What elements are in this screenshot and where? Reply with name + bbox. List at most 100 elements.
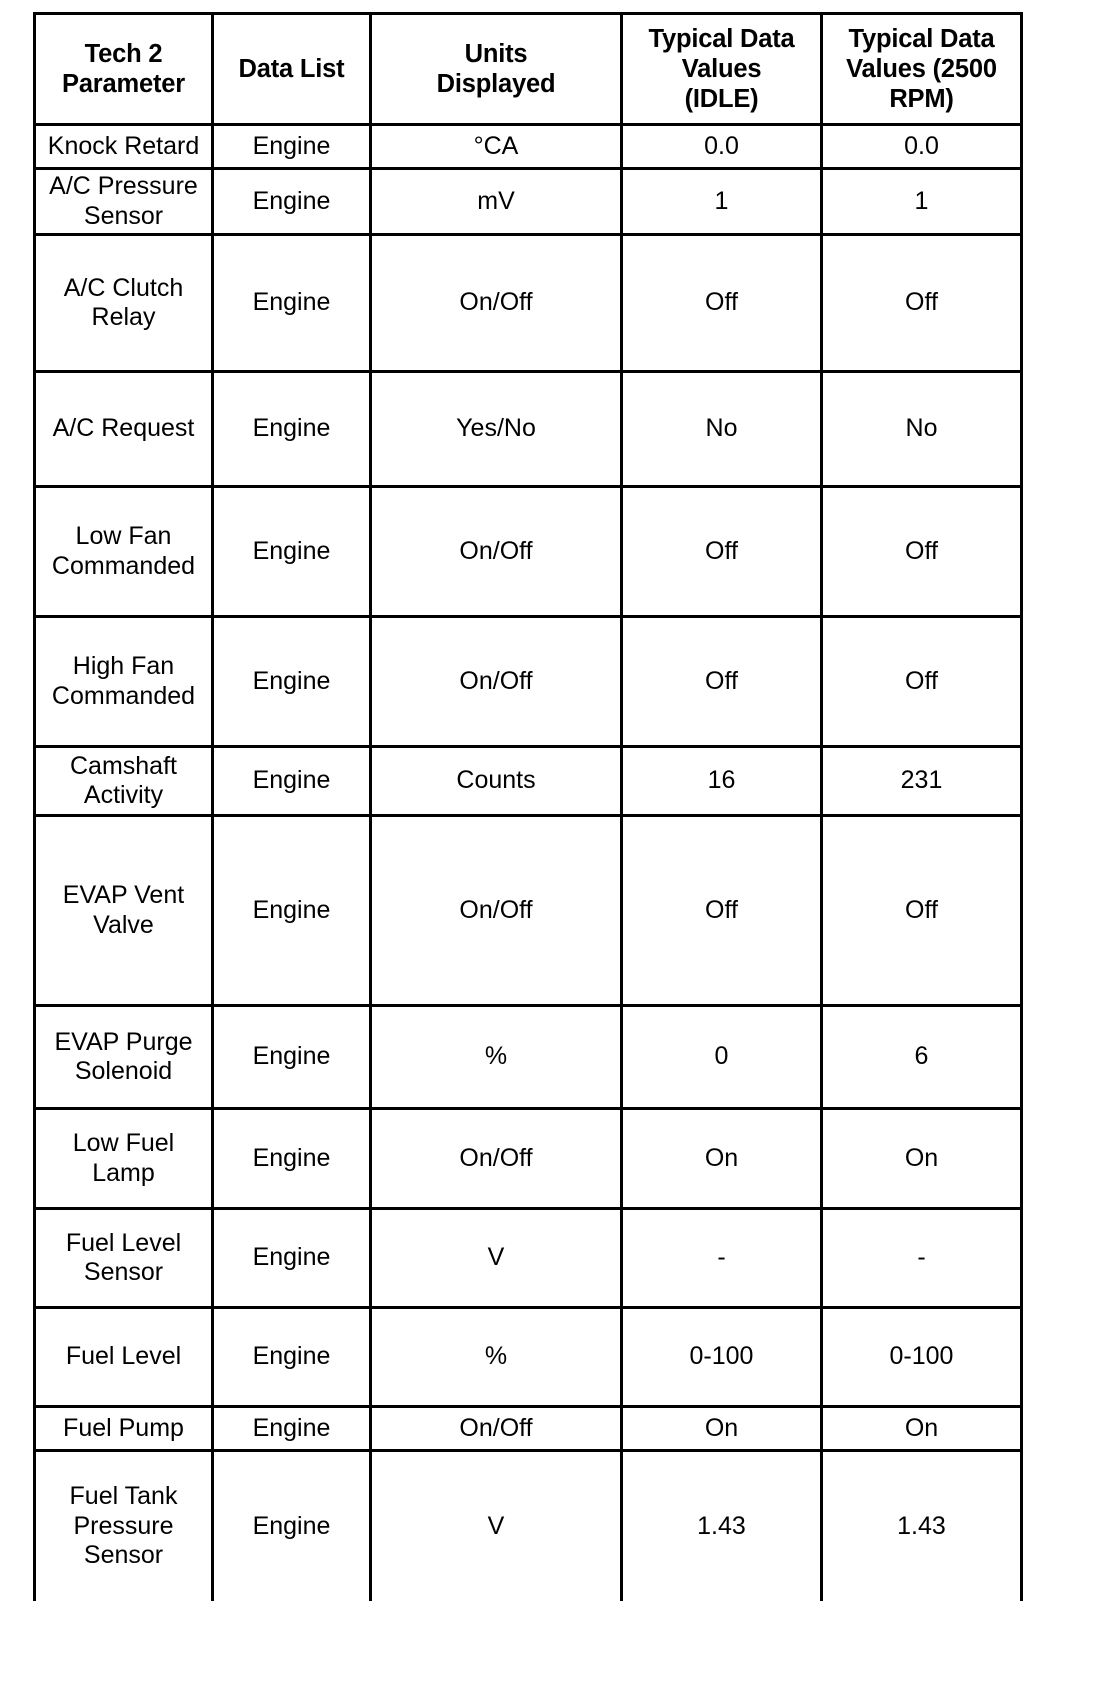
cell-data_list: Engine bbox=[211, 123, 372, 170]
cell-parameter: Fuel Level bbox=[33, 1306, 214, 1408]
cell-parameter: Knock Retard bbox=[33, 123, 214, 170]
cell-rpm2500: 231 bbox=[820, 745, 1023, 817]
cell-line: Engine bbox=[252, 186, 331, 215]
cell-line: Camshaft bbox=[70, 751, 177, 780]
table-row: Low Fan Commanded Engine On/Off Off Off bbox=[33, 485, 1023, 618]
cell-idle: Off bbox=[620, 485, 823, 618]
cell-data_list: Engine bbox=[211, 1107, 372, 1210]
cell-line: - bbox=[917, 1243, 926, 1272]
cell-line: Sensor bbox=[83, 1258, 164, 1286]
cell-units: % bbox=[369, 1306, 623, 1408]
cell-line: % bbox=[484, 1042, 508, 1071]
cell-units: Yes/No bbox=[369, 370, 623, 488]
column-header-line: Values (2500 bbox=[846, 54, 997, 83]
cell-line: 0-100 bbox=[689, 1342, 754, 1371]
cell-line: Engine bbox=[252, 766, 331, 795]
table-header-row: Tech 2 Parameter Data List Units Displayed Ty… bbox=[33, 12, 1023, 126]
cell-data_list: Engine bbox=[211, 1306, 372, 1408]
cell-line: Engine bbox=[252, 536, 331, 565]
cell-rpm2500: 0.0 bbox=[820, 123, 1023, 170]
cell-line: Off bbox=[905, 666, 938, 695]
table-row: A/C Pressure Sensor Engine mV 1 1 bbox=[33, 167, 1023, 236]
cell-idle: 0-100 bbox=[620, 1306, 823, 1408]
cell-line: 231 bbox=[900, 766, 943, 795]
column-header-line: Parameter bbox=[62, 70, 185, 98]
cell-line: Off bbox=[905, 288, 938, 317]
cell-line: Engine bbox=[252, 1042, 331, 1071]
cell-line: Lamp bbox=[92, 1158, 155, 1187]
column-header-parameter: Tech 2 Parameter bbox=[33, 12, 214, 126]
column-header-line: Tech 2 bbox=[84, 39, 163, 68]
table-row: A/C Request Engine Yes/No No No bbox=[33, 370, 1023, 488]
table-row: Fuel Level Engine% 0-100 0-100 bbox=[33, 1306, 1023, 1408]
cell-line: V bbox=[487, 1511, 505, 1540]
cell-rpm2500: On bbox=[820, 1405, 1023, 1452]
tech2-parameter-table: Tech 2 Parameter Data List Units Displayed Ty… bbox=[33, 12, 1023, 1601]
cell-line: Engine bbox=[252, 1143, 331, 1172]
cell-line: No bbox=[905, 414, 938, 443]
cell-line: On/Off bbox=[459, 895, 533, 924]
cell-line: Sensor bbox=[83, 1541, 164, 1569]
cell-line: 1 bbox=[714, 186, 729, 215]
cell-line: Engine bbox=[252, 1342, 331, 1371]
cell-line: Off bbox=[705, 895, 738, 924]
table-row: Fuel Level Sensor Engine V - - bbox=[33, 1207, 1023, 1309]
cell-line: 1 bbox=[914, 186, 929, 215]
cell-line: 1.43 bbox=[697, 1511, 746, 1540]
cell-line: On bbox=[704, 1143, 739, 1172]
cell-line: Relay bbox=[91, 303, 156, 331]
table-row: EVAP Purge Solenoid Engine% 0 6 bbox=[33, 1004, 1023, 1110]
cell-parameter: Low Fuel Lamp bbox=[33, 1107, 214, 1210]
cell-line: EVAP Vent bbox=[62, 881, 185, 909]
cell-units: On/Off bbox=[369, 814, 623, 1007]
cell-line: Commanded bbox=[51, 681, 196, 710]
table-body: Knock Retard Engine °CA 0.0 0.0 A/C Pressure S… bbox=[33, 123, 1023, 1601]
cell-line: V bbox=[487, 1243, 505, 1272]
cell-line: Engine bbox=[252, 895, 331, 924]
cell-rpm2500: On bbox=[820, 1107, 1023, 1210]
cell-line: - bbox=[717, 1243, 726, 1272]
cell-line: Engine bbox=[252, 131, 331, 160]
cell-data_list: Engine bbox=[211, 1207, 372, 1309]
cell-data_list: Engine bbox=[211, 167, 372, 236]
cell-line: Off bbox=[705, 288, 738, 317]
cell-idle: On bbox=[620, 1405, 823, 1452]
cell-line: On bbox=[904, 1143, 939, 1172]
table-row: A/C Clutch Relay Engine On/Off Off Off bbox=[33, 233, 1023, 373]
cell-line: On/Off bbox=[459, 1413, 533, 1442]
cell-line: Sensor bbox=[83, 201, 164, 230]
cell-line: 1.43 bbox=[897, 1511, 946, 1540]
cell-line: Engine bbox=[252, 1413, 331, 1442]
cell-data_list: Engine bbox=[211, 814, 372, 1007]
cell-units: V bbox=[369, 1207, 623, 1309]
cell-units: On/Off bbox=[369, 485, 623, 618]
cell-rpm2500: Off bbox=[820, 233, 1023, 373]
cell-data_list: Engine bbox=[211, 1449, 372, 1601]
cell-parameter: Camshaft Activity bbox=[33, 745, 214, 817]
cell-line: High Fan bbox=[72, 652, 175, 680]
cell-line: A/C Request bbox=[52, 414, 195, 443]
column-header-data_list: Data List bbox=[211, 12, 372, 126]
table-row: Knock Retard Engine °CA 0.0 0.0 bbox=[33, 123, 1023, 170]
cell-line: 0.0 bbox=[704, 131, 739, 160]
cell-units: Counts bbox=[369, 745, 623, 817]
table-row: Camshaft Activity Engine Counts 16 231 bbox=[33, 745, 1023, 817]
cell-data_list: Engine bbox=[211, 1405, 372, 1452]
table-row: Fuel Tank Pressure Sensor Engine V 1.43 1.43 bbox=[33, 1449, 1023, 1601]
cell-idle: 1.43 bbox=[620, 1449, 823, 1601]
column-header-line: Displayed bbox=[436, 70, 556, 98]
cell-line: Fuel Level bbox=[65, 1228, 182, 1257]
cell-data_list: Engine bbox=[211, 370, 372, 488]
cell-line: On bbox=[904, 1413, 939, 1442]
cell-line: Commanded bbox=[51, 551, 196, 580]
column-header-line: Typical Data bbox=[648, 24, 795, 53]
cell-idle: Off bbox=[620, 814, 823, 1007]
table-header: Tech 2 Parameter Data List Units Displayed Ty… bbox=[33, 12, 1023, 126]
table-row: Low Fuel Lamp Engine On/Off On On bbox=[33, 1107, 1023, 1210]
cell-line: Low Fan bbox=[75, 522, 172, 550]
cell-parameter: A/C Clutch Relay bbox=[33, 233, 214, 373]
cell-rpm2500: - bbox=[820, 1207, 1023, 1309]
cell-parameter: EVAP Purge Solenoid bbox=[33, 1004, 214, 1110]
cell-line: Engine bbox=[252, 1243, 331, 1272]
cell-rpm2500: 1.43 bbox=[820, 1449, 1023, 1601]
